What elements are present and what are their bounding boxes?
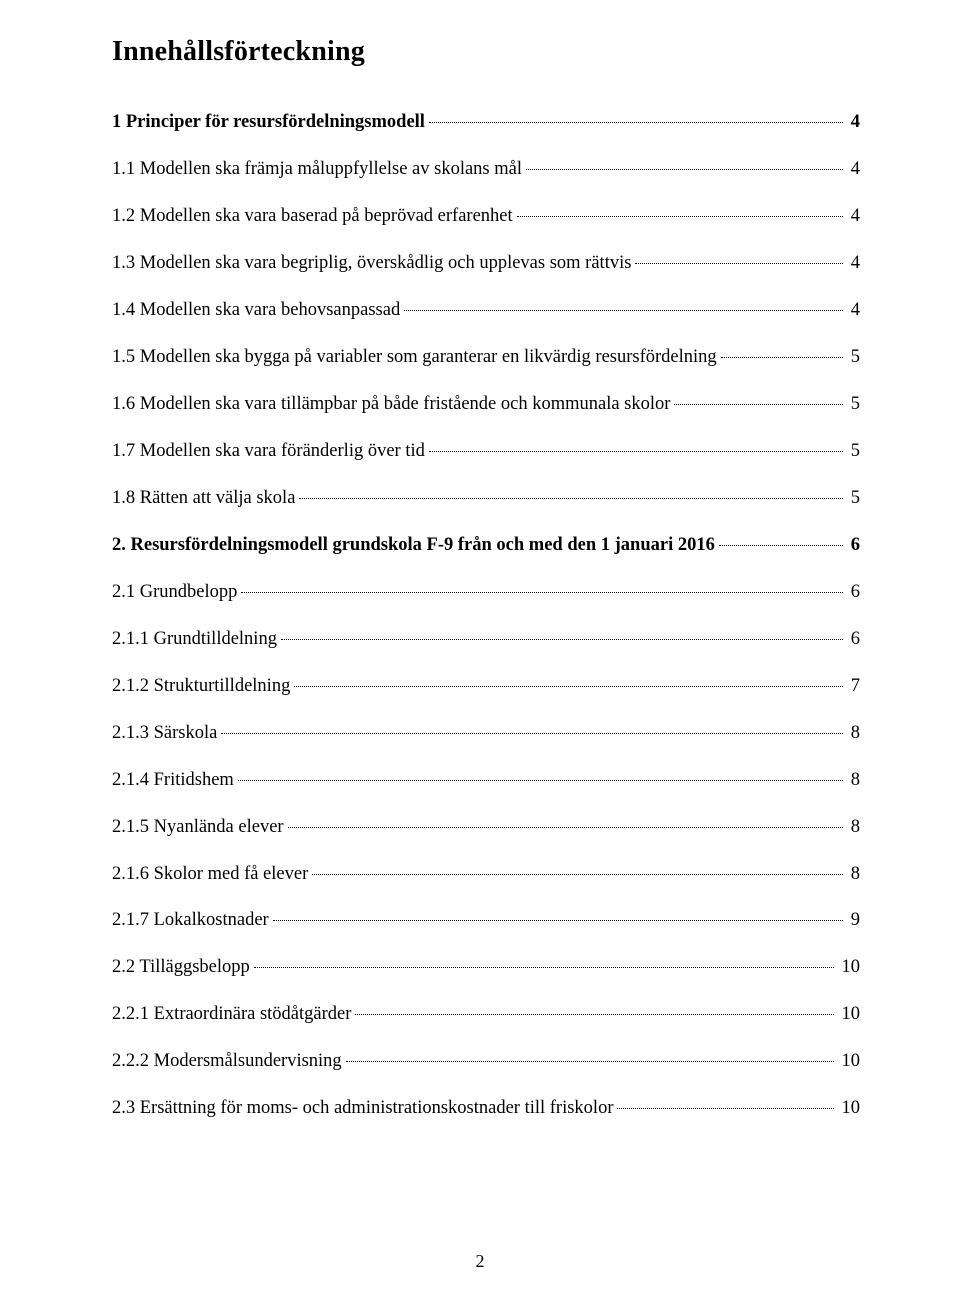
toc-label: 2.2.2 Modersmålsundervisning [112, 1049, 342, 1074]
toc-leader [517, 216, 843, 217]
toc-page-number: 10 [838, 1049, 861, 1074]
toc-leader [617, 1108, 833, 1109]
toc-row: 2.3 Ersättning för moms- och administrat… [112, 1096, 860, 1121]
toc-title: Innehållsförteckning [112, 36, 860, 68]
toc-label: 2. Resursfördelningsmodell grundskola F-… [112, 533, 715, 558]
toc-label: 1.7 Modellen ska vara föränderlig över t… [112, 439, 425, 464]
toc-leader [355, 1014, 833, 1015]
toc-row: 2.1.4 Fritidshem 8 [112, 768, 860, 793]
toc-row: 2.2.1 Extraordinära stödåtgärder 10 [112, 1002, 860, 1027]
toc-row: 2.1.1 Grundtilldelning 6 [112, 627, 860, 652]
toc-page-number: 8 [847, 815, 860, 840]
toc-row: 1.5 Modellen ska bygga på variabler som … [112, 345, 860, 370]
toc-leader [294, 686, 842, 687]
toc-label: 2.2.1 Extraordinära stödåtgärder [112, 1002, 351, 1027]
toc-leader [674, 404, 842, 405]
toc-row: 1.1 Modellen ska främja måluppfyllelse a… [112, 157, 860, 182]
toc-leader [241, 592, 842, 593]
toc-page-number: 5 [847, 439, 860, 464]
toc-page-number: 9 [847, 908, 860, 933]
toc-row: 2.2 Tilläggsbelopp 10 [112, 955, 860, 980]
toc-leader [526, 169, 843, 170]
toc-leader [346, 1061, 834, 1062]
toc-leader [288, 827, 843, 828]
toc-row: 2.2.2 Modersmålsundervisning 10 [112, 1049, 860, 1074]
toc-label: 2.1 Grundbelopp [112, 580, 237, 605]
toc-page-number: 4 [847, 204, 860, 229]
toc-row: 1.8 Rätten att välja skola 5 [112, 486, 860, 511]
toc-label: 2.1.2 Strukturtilldelning [112, 674, 290, 699]
toc-label: 1.3 Modellen ska vara begriplig, överskå… [112, 251, 631, 276]
toc-row: 2.1 Grundbelopp 6 [112, 580, 860, 605]
toc-label: 2.1.6 Skolor med få elever [112, 862, 308, 887]
toc-leader [221, 733, 842, 734]
toc-leader [429, 122, 843, 123]
toc-row: 2.1.6 Skolor med få elever 8 [112, 862, 860, 887]
toc-leader [273, 920, 843, 921]
toc-row: 1.3 Modellen ska vara begriplig, överskå… [112, 251, 860, 276]
toc-page-number: 4 [847, 251, 860, 276]
toc-leader [281, 639, 843, 640]
toc-leader [312, 874, 843, 875]
toc-label: 2.1.7 Lokalkostnader [112, 908, 269, 933]
toc-page-number: 7 [847, 674, 860, 699]
toc-page-number: 5 [847, 392, 860, 417]
toc-page-number: 5 [847, 486, 860, 511]
toc-label: 2.1.3 Särskola [112, 721, 217, 746]
toc-page-number: 10 [838, 955, 861, 980]
toc-row: 2.1.2 Strukturtilldelning 7 [112, 674, 860, 699]
toc-row: 1.7 Modellen ska vara föränderlig över t… [112, 439, 860, 464]
toc-page-number: 6 [847, 627, 860, 652]
toc-page-number: 4 [847, 157, 860, 182]
toc-label: 1.8 Rätten att välja skola [112, 486, 295, 511]
toc-page-number: 10 [838, 1002, 861, 1027]
toc-list: 1 Principer för resursfördelningsmodell 4… [112, 110, 860, 1121]
toc-page-number: 8 [847, 721, 860, 746]
toc-page-number: 4 [847, 110, 860, 135]
toc-page-number: 10 [838, 1096, 861, 1121]
toc-leader [254, 967, 834, 968]
page-number: 2 [0, 1251, 960, 1272]
toc-page-number: 6 [847, 580, 860, 605]
toc-label: 2.3 Ersättning för moms- och administrat… [112, 1096, 613, 1121]
toc-page-number: 4 [847, 298, 860, 323]
toc-leader [404, 310, 843, 311]
toc-label: 1.1 Modellen ska främja måluppfyllelse a… [112, 157, 522, 182]
toc-row: 2.1.7 Lokalkostnader 9 [112, 908, 860, 933]
toc-leader [429, 451, 843, 452]
toc-page-number: 6 [847, 533, 860, 558]
toc-label: 2.1.4 Fritidshem [112, 768, 234, 793]
toc-label: 1 Principer för resursfördelningsmodell [112, 110, 425, 135]
toc-label: 1.2 Modellen ska vara baserad på bepröva… [112, 204, 513, 229]
toc-row: 1 Principer för resursfördelningsmodell 4 [112, 110, 860, 135]
toc-label: 2.2 Tilläggsbelopp [112, 955, 250, 980]
toc-row: 1.4 Modellen ska vara behovsanpassad 4 [112, 298, 860, 323]
toc-leader [719, 545, 843, 546]
toc-page-number: 8 [847, 768, 860, 793]
toc-leader [635, 263, 842, 264]
toc-row: 2. Resursfördelningsmodell grundskola F-… [112, 533, 860, 558]
toc-leader [238, 780, 843, 781]
toc-page-number: 8 [847, 862, 860, 887]
toc-label: 1.5 Modellen ska bygga på variabler som … [112, 345, 717, 370]
toc-label: 2.1.1 Grundtilldelning [112, 627, 277, 652]
page-container: Innehållsförteckning 1 Principer för res… [0, 0, 960, 1296]
toc-label: 1.4 Modellen ska vara behovsanpassad [112, 298, 400, 323]
toc-label: 2.1.5 Nyanlända elever [112, 815, 284, 840]
toc-label: 1.6 Modellen ska vara tillämpbar på både… [112, 392, 670, 417]
toc-leader [721, 357, 843, 358]
toc-row: 2.1.5 Nyanlända elever 8 [112, 815, 860, 840]
toc-row: 2.1.3 Särskola 8 [112, 721, 860, 746]
toc-row: 1.6 Modellen ska vara tillämpbar på både… [112, 392, 860, 417]
toc-row: 1.2 Modellen ska vara baserad på bepröva… [112, 204, 860, 229]
toc-page-number: 5 [847, 345, 860, 370]
toc-leader [299, 498, 842, 499]
